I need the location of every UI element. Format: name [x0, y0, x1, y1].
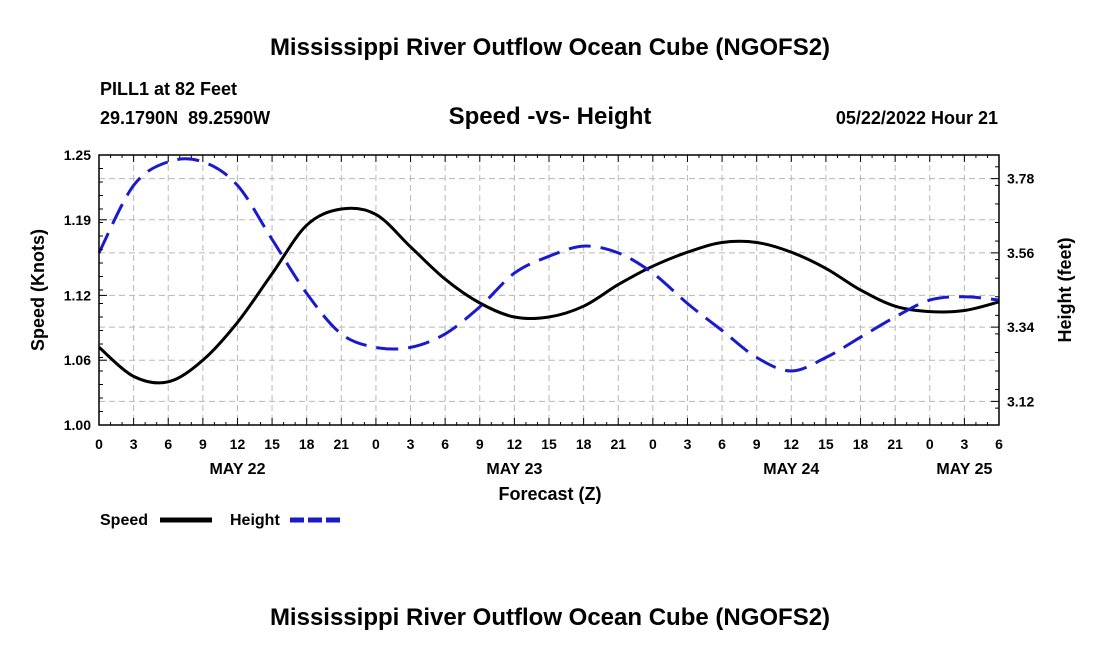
x-tick-label: 6: [995, 436, 1003, 452]
x-tick-label: 15: [818, 436, 834, 452]
grid-lines: [99, 155, 999, 425]
x-tick-label: 9: [199, 436, 207, 452]
x-tick-label: 3: [407, 436, 415, 452]
x-tick-label: 6: [441, 436, 449, 452]
height-series-line: [97, 157, 1000, 373]
x-tick-label: 0: [95, 436, 103, 452]
left-axis-title: Speed (Knots): [28, 229, 48, 351]
x-tick-label: 6: [164, 436, 172, 452]
speed-series-line: [98, 206, 1000, 385]
right-tick-label: 3.56: [1007, 245, 1034, 261]
coordinates-label: 29.1790N 89.2590W: [100, 108, 270, 128]
right-tick-label: 3.12: [1007, 393, 1034, 409]
left-tick-label: 1.12: [64, 287, 91, 303]
x-tick-label: 21: [610, 436, 626, 452]
x-tick-label: 3: [960, 436, 968, 452]
x-day-label: MAY 24: [763, 461, 819, 478]
x-tick-label: 6: [718, 436, 726, 452]
right-tick-label: 3.78: [1007, 171, 1034, 187]
x-day-label: MAY 25: [936, 461, 992, 478]
x-tick-label: 15: [541, 436, 557, 452]
x-tick-label: 12: [507, 436, 523, 452]
datetime-label: 05/22/2022 Hour 21: [836, 108, 998, 128]
main-title: Mississippi River Outflow Ocean Cube (NG…: [270, 34, 830, 61]
x-tick-label: 0: [649, 436, 657, 452]
x-tick-label: 18: [576, 436, 592, 452]
x-day-label: MAY 23: [486, 461, 542, 478]
left-tick-label: 1.25: [64, 147, 91, 163]
x-tick-label: 21: [887, 436, 903, 452]
station-label: PILL1 at 82 Feet: [100, 79, 237, 99]
legend-height-label: Height: [230, 512, 280, 529]
chart-subtitle: Speed -vs- Height: [449, 103, 652, 130]
x-tick-label: 12: [230, 436, 246, 452]
x-tick-label: 21: [334, 436, 350, 452]
legend: Speed Height: [100, 512, 342, 529]
x-axis-title: Forecast (Z): [498, 484, 601, 504]
footer-title: Mississippi River Outflow Ocean Cube (NG…: [270, 604, 830, 631]
right-tick-label: 3.34: [1007, 319, 1034, 335]
left-tick-label: 1.19: [64, 212, 91, 228]
x-tick-label: 12: [784, 436, 800, 452]
left-tick-label: 1.00: [64, 417, 91, 433]
series-layer: [97, 157, 1000, 385]
legend-speed-label: Speed: [100, 512, 148, 529]
x-tick-label: 3: [130, 436, 138, 452]
x-tick-label: 15: [264, 436, 280, 452]
right-axis-title: Height (feet): [1055, 238, 1075, 343]
x-tick-label: 3: [684, 436, 692, 452]
x-day-label: MAY 22: [209, 461, 265, 478]
axes: 0 3 6 9 12 15 18 21 0 3 6 9 12 15 18 21 0 3 6 9 12 15 18 21 0 3 6M…: [64, 147, 1035, 478]
x-tick-label: 9: [476, 436, 484, 452]
x-tick-label: 0: [926, 436, 934, 452]
x-tick-label: 9: [753, 436, 761, 452]
left-tick-label: 1.06: [64, 352, 91, 368]
x-tick-label: 0: [372, 436, 380, 452]
x-tick-label: 18: [853, 436, 869, 452]
x-tick-label: 18: [299, 436, 315, 452]
